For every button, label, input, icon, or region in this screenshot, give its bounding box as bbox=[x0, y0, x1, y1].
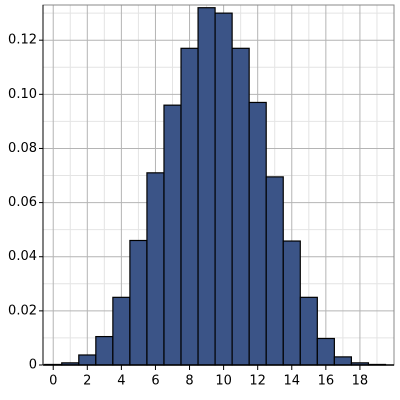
y-tick-label: 0.02 bbox=[8, 303, 37, 318]
x-tick-label: 12 bbox=[249, 374, 266, 389]
bar bbox=[231, 47, 250, 366]
bar bbox=[129, 239, 148, 366]
bar bbox=[282, 240, 301, 366]
bar bbox=[146, 172, 165, 366]
bar bbox=[299, 296, 318, 366]
x-tick-label: 2 bbox=[83, 374, 91, 389]
bar bbox=[316, 337, 335, 366]
x-tick-label: 6 bbox=[151, 374, 159, 389]
bar bbox=[197, 7, 216, 366]
bar bbox=[333, 356, 353, 366]
x-tick-label: 0 bbox=[49, 374, 57, 389]
bar bbox=[248, 101, 267, 366]
x-tick-label: 8 bbox=[185, 374, 193, 389]
y-tick-label: 0.10 bbox=[8, 87, 37, 102]
x-tick-label: 10 bbox=[215, 374, 232, 389]
y-tick-label: 0 bbox=[29, 358, 37, 373]
bar bbox=[214, 12, 233, 366]
x-tick-label: 14 bbox=[283, 374, 300, 389]
bar bbox=[78, 354, 97, 366]
x-tick-label: 18 bbox=[352, 374, 369, 389]
y-tick-label: 0.12 bbox=[8, 33, 37, 48]
bar bbox=[265, 176, 284, 366]
x-tick-label: 16 bbox=[318, 374, 335, 389]
bar bbox=[95, 335, 114, 366]
x-tick-label: 4 bbox=[117, 374, 125, 389]
bar bbox=[112, 296, 131, 366]
y-tick-label: 0.04 bbox=[8, 249, 37, 264]
bar bbox=[180, 47, 199, 366]
y-tick-label: 0.08 bbox=[8, 141, 37, 156]
y-tick-label: 0.06 bbox=[8, 195, 37, 210]
bar bbox=[163, 104, 182, 366]
